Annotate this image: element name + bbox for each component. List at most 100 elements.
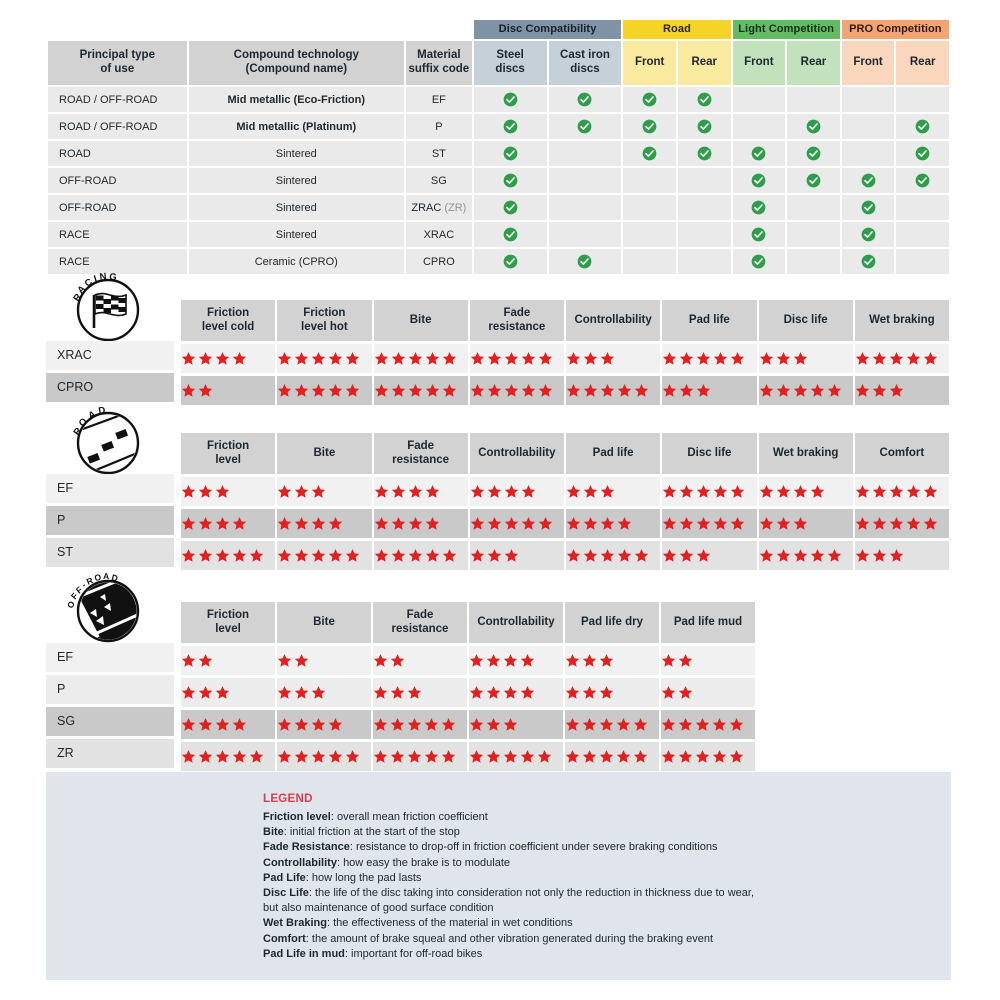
star-icon [215, 685, 230, 699]
star-rating [277, 748, 362, 765]
star-icon [583, 484, 598, 498]
star-icon [583, 516, 598, 530]
star-icon [503, 685, 518, 699]
star-icon [373, 717, 388, 731]
star-icon [470, 548, 484, 562]
star-icon [583, 383, 598, 397]
compat-code-cell: CPRO [406, 249, 472, 274]
table-row: ROAD / OFF-ROAD Mid metallic (Platinum) P [48, 114, 949, 139]
star-icon [520, 749, 535, 763]
racing-row-label: XRAC [46, 341, 174, 370]
star-icon [776, 351, 790, 365]
table-row [181, 376, 949, 405]
star-icon [470, 484, 484, 498]
road-rating-cell [566, 477, 661, 506]
table-row: RACE Ceramic (CPRO) CPRO [48, 249, 949, 274]
star-icon [731, 351, 745, 365]
racing-rating-cell [469, 376, 564, 405]
star-icon [583, 351, 598, 365]
compat-col-header-9: Front [841, 41, 895, 85]
offroad-rating-cell [661, 678, 755, 707]
offroad-badge-label-c6: O [94, 572, 103, 583]
compat-col-header-6: Rear [677, 41, 731, 85]
star-icon [776, 484, 790, 498]
compat-check-empty [732, 87, 786, 112]
star-icon [486, 653, 501, 667]
road-rating-cell [469, 541, 564, 570]
star-icon [391, 383, 405, 397]
table-row [181, 509, 949, 538]
compat-group-header-light-competition: Light Competition [732, 20, 840, 39]
star-icon [487, 383, 501, 397]
compat-use-cell: RACE [48, 222, 187, 247]
star-rating [470, 382, 555, 399]
road-rating-cell [373, 541, 468, 570]
compat-check-yes [841, 249, 895, 274]
offroad-rating-cell [181, 742, 275, 771]
star-icon [582, 653, 597, 667]
offroad-rating-cell [373, 742, 467, 771]
star-icon [729, 749, 744, 763]
compat-check-empty [896, 87, 949, 112]
star-icon [232, 717, 247, 731]
star-icon [504, 516, 518, 530]
star-rating [277, 684, 328, 701]
racing-table: Friction level cold Friction level hot Bite F… [179, 297, 951, 408]
star-icon [503, 653, 518, 667]
offroad-rating-cell [661, 646, 755, 675]
star-icon [582, 717, 597, 731]
star-icon [759, 516, 773, 530]
table-row: ROAD Sintered ST [48, 141, 949, 166]
star-icon [294, 749, 309, 763]
star-rating [374, 483, 442, 500]
road-rating-cell [662, 509, 757, 538]
road-rating-cell [277, 541, 372, 570]
star-icon [714, 484, 728, 498]
compat-col-header-8: Rear [787, 41, 840, 85]
star-rating [277, 716, 345, 733]
racing-rating-cell [662, 376, 757, 405]
star-icon [729, 717, 744, 731]
star-icon [680, 516, 694, 530]
check-circle-icon [503, 119, 518, 134]
star-icon [538, 351, 552, 365]
star-icon [855, 516, 869, 530]
star-rating [661, 684, 695, 701]
star-icon [232, 548, 247, 562]
star-rating [470, 515, 555, 532]
racing-rating-cell [854, 344, 949, 373]
star-icon [923, 484, 937, 498]
offroad-rating-cell [469, 646, 563, 675]
racing-col-header-4: Controllability [566, 300, 661, 341]
star-icon [565, 749, 580, 763]
compat-check-empty [787, 87, 840, 112]
compat-use-cell: OFF-ROAD [48, 168, 187, 193]
star-icon [487, 548, 501, 562]
check-circle-icon [751, 146, 766, 161]
star-icon [391, 484, 405, 498]
offroad-rating-cell [181, 710, 275, 739]
compat-check-empty [548, 195, 622, 220]
star-icon [906, 516, 920, 530]
road-badge-label-c3: A [87, 409, 98, 422]
star-icon [680, 351, 694, 365]
star-rating [759, 515, 810, 532]
check-circle-icon [503, 227, 518, 242]
compat-check-yes [896, 114, 949, 139]
star-icon [583, 548, 598, 562]
star-icon [712, 717, 727, 731]
star-rating [662, 547, 713, 564]
offroad-rating-cell [373, 678, 467, 707]
legend-entry: Comfort: the amount of brake squeal and … [263, 932, 714, 945]
compat-check-empty [787, 195, 840, 220]
check-circle-icon [751, 254, 766, 269]
road-col-header-5: Disc life [662, 433, 757, 474]
check-circle-icon [806, 146, 821, 161]
star-icon [345, 749, 360, 763]
compat-check-yes [732, 141, 786, 166]
road-table: Friction level Bite Fade resistance Controlla… [179, 430, 951, 573]
racing-badge-label-c4: I [93, 274, 99, 285]
star-icon [678, 717, 693, 731]
star-icon [294, 653, 309, 667]
racing-badge: R A C I N G [62, 270, 148, 344]
